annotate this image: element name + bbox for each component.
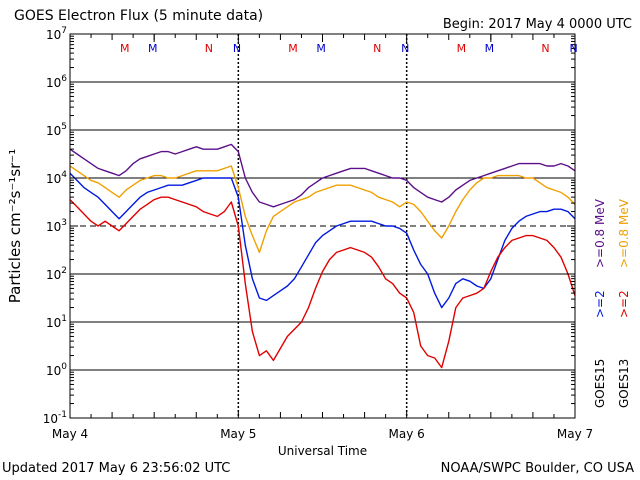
legend-goes15-2mev: >=2	[593, 290, 607, 318]
legend-goes13-2mev: >=2	[617, 290, 631, 318]
xtick-label: May 5	[220, 427, 256, 441]
legend-goes15-08mev: >=0.8 MeV	[593, 198, 607, 268]
marker-m: M	[288, 42, 298, 55]
ytick-label-1e7: 107	[46, 26, 67, 42]
ytick-label-1e2: 102	[46, 266, 67, 282]
ytick-label-1e0: 100	[46, 362, 67, 378]
marker-m: M	[148, 42, 158, 55]
begin-timestamp: Begin: 2017 May 4 0000 UTC	[442, 17, 632, 32]
xtick-label: May 4	[52, 427, 88, 441]
marker-n: N	[401, 42, 409, 55]
marker-m: M	[120, 42, 130, 55]
series-line-0	[69, 143, 576, 208]
series-line-3	[69, 196, 576, 369]
series-line-2	[69, 172, 576, 309]
credit-text: NOAA/SWPC Boulder, CO USA	[440, 461, 634, 476]
legend-sat-right: GOES13	[617, 359, 631, 408]
marker-n: N	[569, 42, 577, 55]
ytick-label-1e5: 105	[46, 122, 67, 138]
marker-m: M	[485, 42, 495, 55]
marker-n: N	[205, 42, 213, 55]
ytick-label-1e1: 101	[46, 314, 67, 330]
legend-goes13-08mev: >=0.8 MeV	[617, 198, 631, 268]
ytick-label-1e6: 106	[46, 74, 67, 90]
axes: 10-1 100 101 102 103 104 105 106 107 May 4 May 5 Ma…	[43, 26, 593, 441]
x-axis-label: Universal Time	[278, 444, 367, 458]
flux-series	[69, 143, 576, 369]
y-axis-label: Particles cm⁻²s⁻¹sr⁻¹	[6, 149, 24, 303]
grid-lines	[70, 34, 575, 418]
updated-timestamp: Updated 2017 May 6 23:56:02 UTC	[2, 461, 231, 476]
ytick-label-1e4: 104	[46, 170, 67, 186]
xtick-label: May 6	[389, 427, 425, 441]
marker-m: M	[316, 42, 326, 55]
xtick-label: May 7	[557, 427, 593, 441]
ytick-label-1e3: 103	[46, 218, 67, 234]
marker-n: N	[233, 42, 241, 55]
marker-n: N	[541, 42, 549, 55]
series-line-1	[69, 165, 576, 254]
marker-m: M	[457, 42, 467, 55]
marker-n: N	[373, 42, 381, 55]
chart-title: GOES Electron Flux (5 minute data)	[14, 8, 264, 24]
legend-sat-left: GOES15	[593, 359, 607, 408]
ytick-label-1e-1: 10-1	[43, 410, 67, 426]
legend: GOES15 GOES13 >=2 >=0.8 MeV >=2 >=0.8 Me…	[593, 198, 631, 408]
